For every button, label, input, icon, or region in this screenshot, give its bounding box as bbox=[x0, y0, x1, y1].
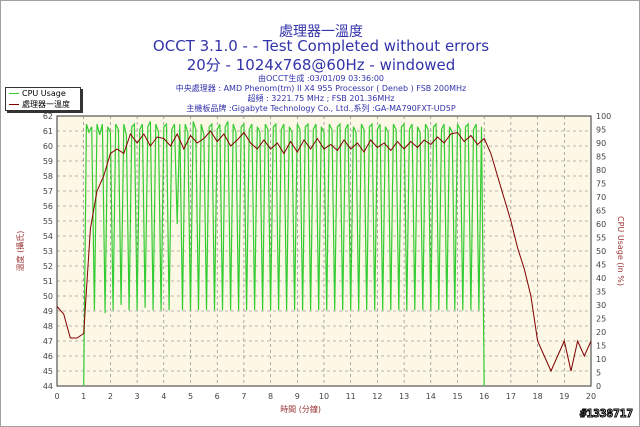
x-tick: 15 bbox=[452, 392, 462, 401]
chart-subtitle: OCCT 3.1.0 - - Test Completed without er… bbox=[152, 37, 490, 55]
x-tick: 3 bbox=[135, 392, 140, 401]
x-tick: 4 bbox=[161, 392, 166, 401]
x-tick: 0 bbox=[54, 392, 59, 401]
info-generated: 由OCCT生成 :03/01/09 03:36:00 bbox=[258, 74, 384, 83]
y-tick-right: 75 bbox=[596, 180, 606, 189]
x-tick: 11 bbox=[346, 392, 356, 401]
y-tick-right: 55 bbox=[596, 234, 606, 243]
y-tick-left: 58 bbox=[43, 172, 53, 181]
y-tick-left: 57 bbox=[43, 187, 53, 196]
y-tick-left: 50 bbox=[43, 292, 53, 301]
x-tick: 14 bbox=[426, 392, 436, 401]
y-axis-label-left: 溫度 (攝氏) bbox=[15, 231, 25, 272]
x-tick: 17 bbox=[506, 392, 516, 401]
series-line-cpu-usage bbox=[83, 121, 485, 387]
x-tick: 8 bbox=[268, 392, 273, 401]
y-tick-left: 52 bbox=[43, 262, 53, 271]
y-tick-left: 49 bbox=[43, 307, 53, 316]
y-tick-right: 30 bbox=[596, 301, 606, 310]
y-tick-right: 40 bbox=[596, 274, 606, 283]
x-tick: 2 bbox=[108, 392, 113, 401]
info-clock: 超頻 : 3221.75 MHz ; FSB 201.36MHz bbox=[247, 94, 395, 103]
y-tick-left: 45 bbox=[43, 367, 53, 376]
legend-item-temp: 處理器一溫度 bbox=[9, 99, 70, 110]
y-tick-left: 47 bbox=[43, 337, 53, 346]
y-tick-right: 45 bbox=[596, 261, 606, 270]
y-tick-left: 61 bbox=[43, 127, 53, 136]
y-tick-left: 44 bbox=[43, 382, 53, 391]
x-tick: 16 bbox=[479, 392, 489, 401]
x-tick: 19 bbox=[559, 392, 569, 401]
chart-subtitle-2: 20分 - 1024x768@60Hz - windowed bbox=[186, 56, 456, 74]
info-motherboard: 主機板品牌 :Gigabyte Technology Co., Ltd.,系列 … bbox=[186, 104, 456, 113]
y-tick-right: 0 bbox=[596, 382, 601, 391]
y-tick-left: 56 bbox=[43, 202, 53, 211]
y-tick-left: 62 bbox=[43, 112, 53, 121]
x-tick: 9 bbox=[295, 392, 300, 401]
watermark: #1338717 bbox=[580, 407, 634, 421]
legend-label-temp: 處理器一溫度 bbox=[22, 100, 70, 109]
x-tick: 18 bbox=[533, 392, 543, 401]
y-tick-right: 10 bbox=[596, 355, 606, 364]
x-tick: 20 bbox=[586, 392, 596, 401]
x-tick: 1 bbox=[81, 392, 86, 401]
chart-title: 處理器一溫度 bbox=[279, 24, 363, 40]
y-tick-right: 70 bbox=[596, 193, 606, 202]
y-tick-right: 85 bbox=[596, 153, 606, 162]
y-tick-right: 25 bbox=[596, 315, 606, 324]
y-tick-right: 95 bbox=[596, 126, 606, 135]
y-tick-right: 65 bbox=[596, 207, 606, 216]
y-tick-right: 15 bbox=[596, 342, 606, 351]
x-axis-label: 時間 (分鐘) bbox=[280, 404, 321, 414]
y-tick-right: 35 bbox=[596, 288, 606, 297]
x-tick: 6 bbox=[215, 392, 220, 401]
legend-item-cpu: CPU Usage bbox=[9, 89, 66, 98]
x-tick: 5 bbox=[188, 392, 193, 401]
y-tick-right: 60 bbox=[596, 220, 606, 229]
series-line-cpu-temperature bbox=[56, 130, 592, 373]
legend-label-cpu: CPU Usage bbox=[22, 89, 66, 98]
y-tick-left: 59 bbox=[43, 157, 53, 166]
x-tick: 13 bbox=[399, 392, 409, 401]
y-tick-left: 55 bbox=[43, 217, 53, 226]
y-tick-left: 46 bbox=[43, 352, 53, 361]
y-tick-left: 60 bbox=[43, 142, 53, 151]
y-tick-right: 5 bbox=[596, 369, 601, 378]
info-cpu: 中央處理器 : AMD Phenom(tm) II X4 955 Process… bbox=[175, 84, 467, 93]
legend: CPU Usage 處理器一溫度 bbox=[5, 87, 81, 111]
y-axis-label-right: CPU Usage (in %) bbox=[616, 216, 625, 286]
y-tick-right: 20 bbox=[596, 328, 606, 337]
y-tick-left: 51 bbox=[43, 277, 53, 286]
y-tick-right: 100 bbox=[596, 112, 611, 121]
x-tick: 12 bbox=[372, 392, 382, 401]
y-tick-right: 90 bbox=[596, 139, 606, 148]
legend-swatch-temp bbox=[9, 104, 19, 105]
x-tick: 10 bbox=[319, 392, 329, 401]
y-tick-left: 53 bbox=[43, 247, 53, 256]
y-tick-right: 50 bbox=[596, 247, 606, 256]
y-tick-left: 54 bbox=[43, 232, 53, 241]
legend-swatch-cpu bbox=[9, 93, 19, 94]
y-tick-left: 48 bbox=[43, 322, 53, 331]
x-tick: 7 bbox=[241, 392, 246, 401]
y-tick-right: 80 bbox=[596, 166, 606, 175]
